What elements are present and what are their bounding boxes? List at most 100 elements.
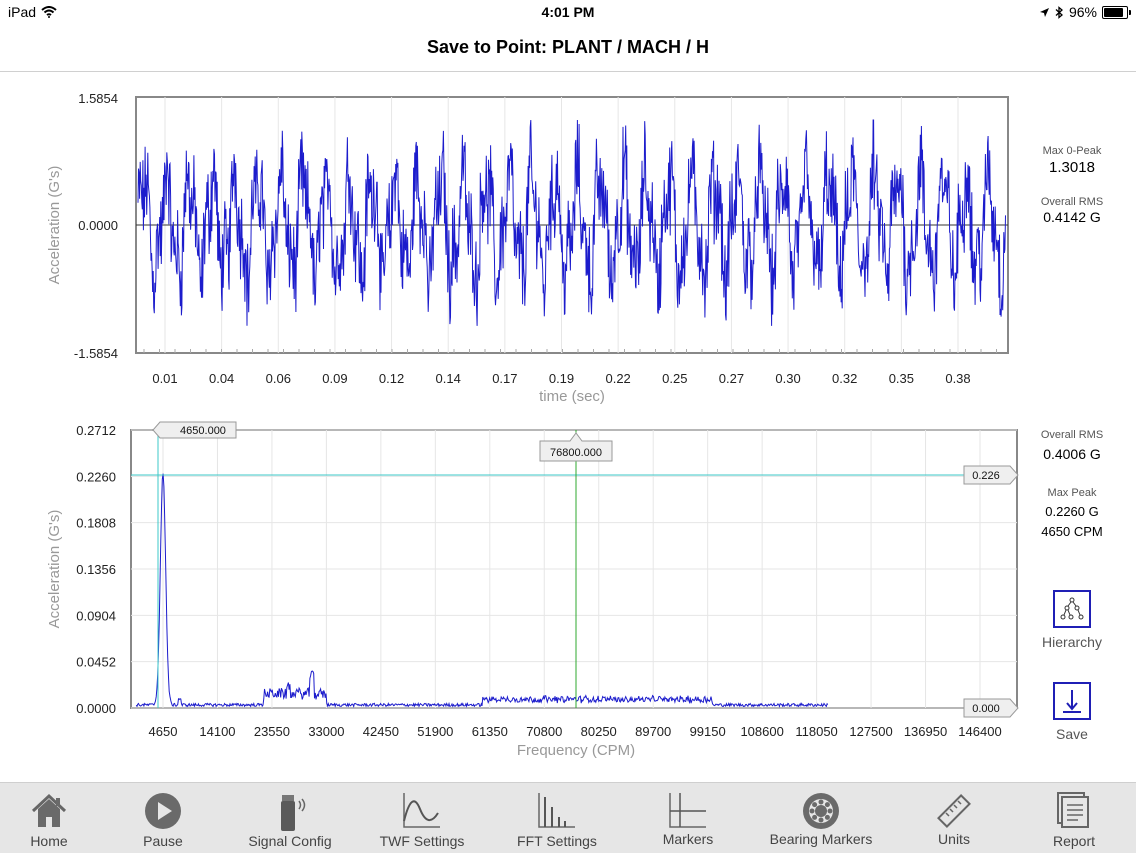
waveform-x-ticks: 0.01 0.04 0.06 0.09 0.12 0.14 0.17 0.19 0.22 0.25… bbox=[152, 371, 970, 386]
spectrum-y-ticks: 0.2712 0.2260 0.1808 0.1356 0.0904 0.0452 0.00… bbox=[76, 423, 116, 716]
bearing-icon bbox=[803, 793, 839, 829]
spectrum-icon bbox=[538, 793, 575, 828]
spectrum-x-axis-label: Frequency (CPM) bbox=[517, 742, 635, 759]
spectrum-y-axis-label: Acceleration (G's) bbox=[46, 510, 63, 629]
waveform-x-tick: 0.32 bbox=[832, 371, 857, 386]
toolbar-units[interactable]: Units bbox=[914, 783, 994, 853]
toolbar-fft-settings-label: FFT Settings bbox=[517, 833, 597, 849]
waveform-x-tick: 0.38 bbox=[945, 371, 970, 386]
wave-rms-value: 0.4142 G bbox=[1043, 209, 1101, 225]
toolbar-pause-label: Pause bbox=[143, 833, 183, 849]
toolbar-home[interactable]: Home bbox=[8, 783, 90, 853]
toolbar-bearing-markers-label: Bearing Markers bbox=[769, 831, 873, 847]
status-bar: iPad 4:01 PM 96% bbox=[0, 0, 1136, 24]
waveform-y-tick-mid: 0.0000 bbox=[78, 218, 118, 233]
location-icon bbox=[1039, 7, 1049, 17]
spectrum-x-tick: 108600 bbox=[740, 724, 783, 739]
level-cursor-value: 0.226 bbox=[972, 470, 1000, 482]
sensor-icon bbox=[281, 795, 306, 831]
waveform-icon bbox=[403, 793, 440, 828]
spectrum-x-tick: 89700 bbox=[635, 724, 671, 739]
waveform-y-axis-label: Acceleration (G's) bbox=[46, 166, 63, 285]
toolbar-fft-settings[interactable]: FFT Settings bbox=[507, 783, 607, 853]
toolbar-markers-label: Markers bbox=[662, 831, 714, 847]
spectrum-x-tick: 23550 bbox=[254, 724, 290, 739]
save-button[interactable]: Save bbox=[1032, 682, 1112, 742]
spectrum-x-tick: 127500 bbox=[849, 724, 892, 739]
save-icon bbox=[1053, 682, 1091, 720]
save-label: Save bbox=[1056, 726, 1088, 742]
waveform-x-tick: 0.25 bbox=[662, 371, 687, 386]
bottom-toolbar: Home Pause Signal Config TWF Settings FF… bbox=[0, 782, 1136, 853]
waveform-x-tick: 0.04 bbox=[209, 371, 234, 386]
spectrum-y-tick: 0.2260 bbox=[76, 469, 116, 484]
waveform-series-line bbox=[137, 119, 1006, 326]
hierarchy-icon bbox=[1053, 590, 1091, 628]
wave-rms-label: Overall RMS bbox=[1040, 196, 1104, 208]
spectrum-x-ticks: 4650 14100 23550 33000 42450 51900 61350 70800 8… bbox=[149, 724, 1002, 739]
baseline-value: 0.000 bbox=[972, 703, 1000, 715]
spec-rms-value: 0.4006 G bbox=[1043, 446, 1101, 462]
waveform-x-tick: 0.09 bbox=[322, 371, 347, 386]
spectrum-x-tick: 61350 bbox=[472, 724, 508, 739]
home-icon bbox=[31, 793, 67, 827]
ruler-icon bbox=[937, 794, 971, 828]
markers-icon bbox=[669, 793, 706, 828]
battery-icon bbox=[1102, 5, 1131, 19]
spectrum-x-tick: 33000 bbox=[308, 724, 344, 739]
spectrum-y-tick: 0.2712 bbox=[76, 423, 116, 438]
toolbar-signal-config[interactable]: Signal Config bbox=[236, 783, 344, 853]
baseline-flag[interactable]: 0.000 bbox=[963, 698, 1019, 718]
wifi-icon bbox=[41, 6, 57, 18]
spectrum-y-tick: 0.0452 bbox=[76, 655, 116, 670]
spec-peak-value: 0.2260 G bbox=[1045, 504, 1099, 519]
level-cursor-flag[interactable]: 0.226 bbox=[963, 465, 1019, 485]
waveform-x-tick: 0.12 bbox=[379, 371, 404, 386]
waveform-trace bbox=[137, 119, 1006, 326]
peak-cursor-flag[interactable]: 4650.000 bbox=[152, 421, 237, 439]
play-icon bbox=[145, 793, 181, 829]
toolbar-report-label: Report bbox=[1052, 833, 1096, 849]
spectrum-y-tick: 0.1808 bbox=[76, 516, 116, 531]
spectrum-x-tick: 136950 bbox=[904, 724, 947, 739]
waveform-x-tick: 0.01 bbox=[152, 371, 177, 386]
center-cursor-value: 76800.000 bbox=[550, 447, 602, 459]
waveform-chart: 1.5854 0.0000 -1.5854 0.01 0.04 0.06 0.09 0.… bbox=[46, 91, 1009, 405]
toolbar-twf-settings-label: TWF Settings bbox=[379, 833, 465, 849]
spectrum-x-tick: 80250 bbox=[581, 724, 617, 739]
waveform-y-tick-top: 1.5854 bbox=[78, 91, 118, 106]
toolbar-home-label: Home bbox=[30, 833, 68, 849]
toolbar-pause[interactable]: Pause bbox=[122, 783, 204, 853]
spectrum-y-tick: 0.0904 bbox=[76, 608, 116, 623]
max-peak-label: Max 0-Peak bbox=[1042, 145, 1102, 157]
waveform-x-tick: 0.14 bbox=[436, 371, 461, 386]
spec-peak-label: Max Peak bbox=[1047, 487, 1097, 499]
report-icon bbox=[1057, 792, 1089, 828]
spectrum-x-tick: 118050 bbox=[795, 724, 837, 739]
max-peak-value: 1.3018 bbox=[1049, 159, 1095, 176]
battery-percent: 96% bbox=[1068, 4, 1097, 20]
spectrum-x-tick: 51900 bbox=[417, 724, 453, 739]
spectrum-x-tick: 70800 bbox=[526, 724, 562, 739]
toolbar-report[interactable]: Report bbox=[1034, 783, 1114, 853]
spectrum-x-tick: 146400 bbox=[958, 724, 1001, 739]
hierarchy-button[interactable]: Hierarchy bbox=[1032, 590, 1112, 650]
clock: 4:01 PM bbox=[541, 4, 595, 20]
center-cursor-flag[interactable]: 76800.000 bbox=[539, 432, 613, 462]
toolbar-markers[interactable]: Markers bbox=[645, 783, 731, 853]
hierarchy-label: Hierarchy bbox=[1042, 634, 1102, 650]
spectrum-trace bbox=[135, 473, 829, 709]
spectrum-chart: 4650.000 76800.000 0.226 0.000 0.2712 0.2… bbox=[46, 421, 1019, 759]
toolbar-units-label: Units bbox=[938, 831, 970, 847]
toolbar-twf-settings[interactable]: TWF Settings bbox=[372, 783, 472, 853]
waveform-x-tick: 0.17 bbox=[492, 371, 517, 386]
toolbar-bearing-markers[interactable]: Bearing Markers bbox=[766, 783, 876, 853]
spectrum-x-tick: 42450 bbox=[363, 724, 399, 739]
waveform-x-tick: 0.22 bbox=[605, 371, 630, 386]
peak-cursor-value: 4650.000 bbox=[180, 425, 226, 437]
spectrum-x-tick: 4650 bbox=[149, 724, 178, 739]
waveform-x-tick: 0.35 bbox=[889, 371, 914, 386]
battery-level bbox=[1104, 7, 1123, 17]
device-name: iPad bbox=[8, 4, 37, 20]
spec-rms-label: Overall RMS bbox=[1040, 429, 1104, 441]
